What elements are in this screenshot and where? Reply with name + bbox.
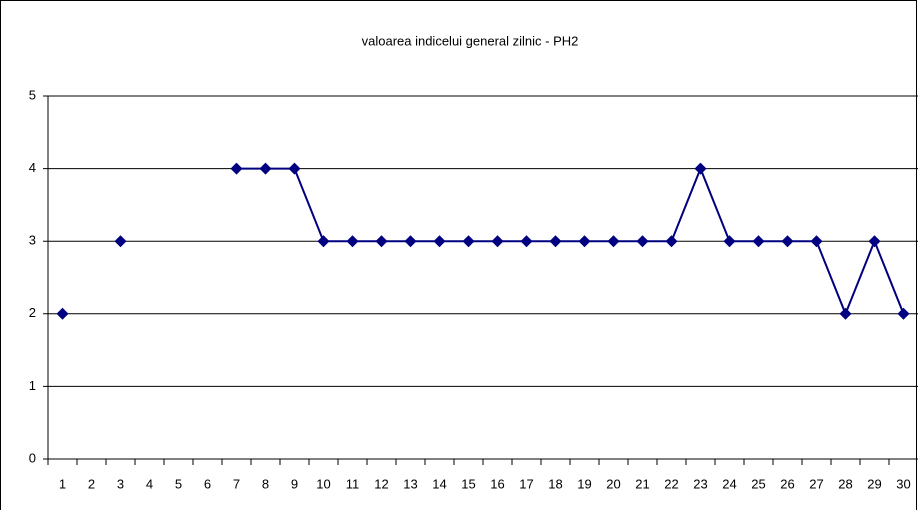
x-tick-label: 19 [577, 476, 591, 491]
x-tick-label: 22 [664, 476, 678, 491]
marker [607, 235, 620, 248]
x-tick-label: 14 [432, 476, 446, 491]
x-tick-label: 12 [374, 476, 388, 491]
x-tick-label: 26 [780, 476, 794, 491]
x-tick-label: 8 [262, 476, 269, 491]
x-tick-label: 11 [346, 476, 360, 491]
x-tick-label: 17 [519, 476, 533, 491]
x-tick-label: 13 [403, 476, 417, 491]
x-tick-label: 16 [490, 476, 504, 491]
y-tick-label: 4 [29, 160, 36, 175]
marker [491, 235, 504, 248]
x-tick-label: 25 [751, 476, 765, 491]
chart-title: valoarea indicelui general zilnic - PH2 [362, 33, 579, 48]
marker [839, 307, 852, 320]
marker [114, 235, 127, 248]
x-tick-label: 18 [548, 476, 562, 491]
marker [520, 235, 533, 248]
marker [723, 235, 736, 248]
marker [549, 235, 562, 248]
x-tick-label: 15 [461, 476, 475, 491]
marker [230, 162, 243, 175]
y-tick-label: 1 [29, 378, 36, 393]
marker [665, 235, 678, 248]
marker [810, 235, 823, 248]
y-tick-label: 0 [29, 450, 36, 465]
marker [346, 235, 359, 248]
x-tick-label: 7 [233, 476, 240, 491]
marker [752, 235, 765, 248]
marker [462, 235, 475, 248]
x-tick-label: 27 [809, 476, 823, 491]
x-tick-label: 5 [175, 476, 182, 491]
marker [259, 162, 272, 175]
x-tick-label: 24 [722, 476, 736, 491]
x-tick-label: 23 [693, 476, 707, 491]
x-tick-label: 2 [88, 476, 95, 491]
marker [636, 235, 649, 248]
x-tick-label: 4 [146, 476, 153, 491]
marker [694, 162, 707, 175]
x-tick-label: 30 [896, 476, 910, 491]
marker [433, 235, 446, 248]
x-tick-label: 20 [606, 476, 620, 491]
x-tick-label: 1 [59, 476, 66, 491]
x-tick-label: 10 [316, 476, 330, 491]
y-tick-label: 2 [29, 305, 36, 320]
marker [868, 235, 881, 248]
marker [781, 235, 794, 248]
marker [56, 307, 69, 320]
x-tick-label: 29 [867, 476, 881, 491]
marker [375, 235, 388, 248]
y-tick-label: 3 [29, 233, 36, 248]
x-tick-label: 28 [838, 476, 852, 491]
marker [578, 235, 591, 248]
x-tick-label: 3 [117, 476, 124, 491]
marker [288, 162, 301, 175]
x-tick-label: 6 [204, 476, 211, 491]
x-tick-label: 9 [291, 476, 298, 491]
marker [404, 235, 417, 248]
marker [317, 235, 330, 248]
y-tick-label: 5 [29, 87, 36, 102]
marker [897, 307, 910, 320]
x-tick-label: 21 [635, 476, 649, 491]
